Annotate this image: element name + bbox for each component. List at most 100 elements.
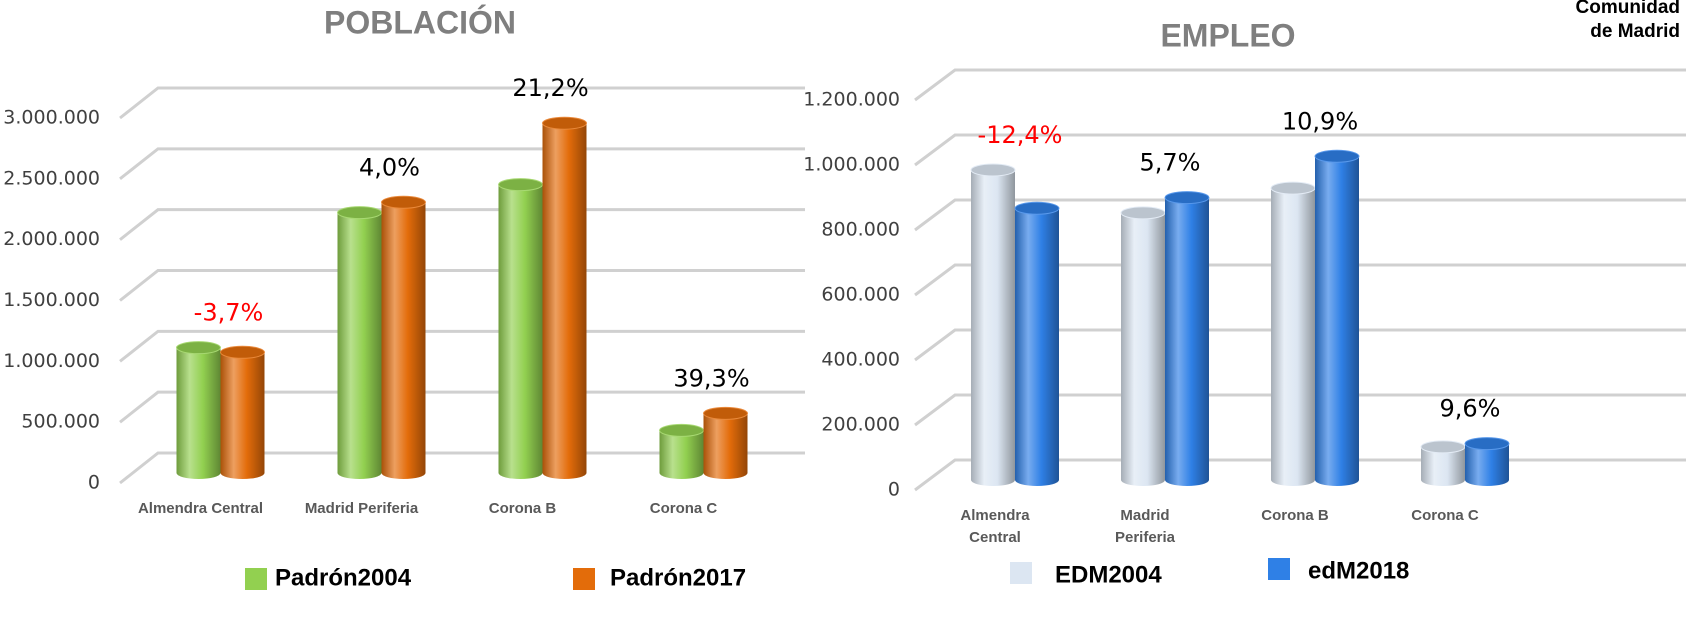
annotation: -3,7% — [194, 299, 264, 327]
y-tick-label: 0 — [88, 472, 100, 494]
bar-body — [337, 212, 382, 473]
bar-body — [1271, 188, 1315, 480]
bar-top — [659, 423, 704, 437]
bar — [1314, 149, 1360, 486]
bar-top — [1420, 440, 1466, 454]
y-tick-label: 1.200.000 — [803, 89, 900, 111]
bar-top — [703, 406, 748, 420]
y-tick-label: 500.000 — [21, 411, 100, 433]
bar — [542, 116, 587, 479]
annotation: 10,9% — [1282, 107, 1358, 135]
bar-top — [220, 345, 265, 359]
x-tick-label: Madrid Periferia — [304, 500, 419, 517]
annotation: 39,3% — [673, 364, 749, 392]
bar-top — [176, 341, 221, 355]
grid-line — [119, 451, 805, 485]
y-tick-label: 2.000.000 — [3, 228, 100, 250]
bar-body — [498, 184, 543, 473]
bar-body — [176, 347, 221, 473]
bar-body — [220, 352, 265, 473]
bar-base — [498, 467, 543, 479]
bar-body — [703, 413, 748, 473]
bar-base — [659, 467, 704, 479]
bar-top — [337, 206, 382, 220]
bar-base — [176, 467, 221, 479]
bar-body — [659, 430, 704, 473]
bar-base — [1165, 474, 1209, 486]
y-tick-label: 3.000.000 — [3, 107, 100, 129]
bar-base — [1015, 474, 1059, 486]
bar-base — [381, 467, 426, 479]
legend-swatch — [245, 568, 267, 590]
grid-line — [914, 133, 1686, 167]
bar-body — [1315, 156, 1359, 481]
y-tick-label: 400.000 — [821, 349, 900, 371]
bar — [381, 195, 426, 479]
bar-base — [1421, 474, 1465, 486]
annotation: -12,4% — [978, 121, 1063, 149]
grid-line — [119, 86, 805, 120]
chart-title: EMPLEO — [1160, 17, 1295, 53]
grid-line — [914, 68, 1686, 102]
grid-line — [914, 263, 1686, 297]
bar — [1120, 206, 1166, 486]
legend-label: Padrón2004 — [275, 564, 412, 591]
bar-base — [1271, 474, 1315, 486]
bar — [176, 341, 221, 479]
bar-base — [703, 467, 748, 479]
bar-top — [1014, 201, 1060, 215]
bar-top — [1464, 437, 1510, 451]
bar — [220, 345, 265, 479]
x-tick-label: Madrid Periferia — [1114, 507, 1176, 546]
annotation: 9,6% — [1440, 395, 1501, 423]
bar — [337, 206, 382, 479]
x-tick-label: Corona C — [1411, 507, 1479, 524]
legend-label: EDM2004 — [1055, 561, 1162, 588]
bar — [498, 178, 543, 479]
bar-base — [337, 467, 382, 479]
bar — [1164, 191, 1210, 486]
bar — [1270, 181, 1316, 486]
bar-top — [1314, 149, 1360, 163]
grid-line — [914, 328, 1686, 362]
y-tick-label: 800.000 — [821, 219, 900, 241]
logo-line: Comunidad — [1576, 0, 1681, 18]
grid-line — [119, 390, 805, 424]
bar-top — [498, 178, 543, 192]
y-tick-label: 600.000 — [821, 284, 900, 306]
y-tick-label: 200.000 — [821, 414, 900, 436]
annotation: 4,0% — [359, 153, 420, 181]
bar-base — [1315, 474, 1359, 486]
bar-top — [542, 116, 587, 130]
bar — [1420, 440, 1466, 486]
y-tick-label: 1.500.000 — [3, 289, 100, 311]
bar-top — [1164, 191, 1210, 205]
grid-line — [914, 198, 1686, 232]
legend-swatch — [573, 568, 595, 590]
annotation: 21,2% — [512, 74, 588, 102]
legend-label: Padrón2017 — [610, 564, 746, 591]
y-tick-label: 1.000.000 — [803, 154, 900, 176]
bar-top — [970, 163, 1016, 177]
bar-body — [381, 202, 426, 473]
legend-swatch — [1268, 558, 1290, 580]
x-tick-label: Corona C — [649, 500, 718, 517]
bar-base — [1121, 474, 1165, 486]
legend-label: edM2018 — [1308, 557, 1409, 584]
logo-line: de Madrid — [1590, 21, 1680, 42]
grid-line — [119, 269, 805, 302]
bar — [703, 406, 748, 479]
bar-top — [381, 195, 426, 209]
bar-base — [542, 467, 587, 479]
chart-title: POBLACIÓN — [324, 4, 516, 40]
bar-body — [1015, 208, 1059, 481]
legend-swatch — [1010, 562, 1032, 584]
y-tick-label: 2.500.000 — [3, 167, 100, 189]
bar-base — [1465, 474, 1509, 486]
y-tick-label: 0 — [888, 479, 900, 501]
bar — [1464, 437, 1510, 486]
grid-line — [119, 208, 805, 241]
y-tick-label: 1.000.000 — [3, 350, 100, 372]
annotation: 5,7% — [1140, 149, 1201, 177]
